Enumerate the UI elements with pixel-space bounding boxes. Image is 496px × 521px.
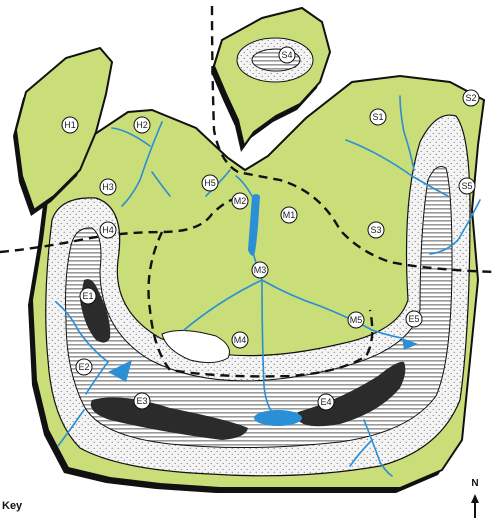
north-label: N [471,478,478,489]
marker-e5: E5 [405,310,423,328]
marker-s5-label: S5 [461,181,472,191]
stream-arrow-e [402,338,418,350]
marker-m2: M2 [231,192,249,210]
marker-s2: S2 [462,89,480,107]
marker-e5-label: E5 [408,314,419,324]
marker-m1-label: M1 [283,210,296,220]
marker-e1-label: E1 [82,291,93,301]
marker-h5: H5 [201,174,219,192]
marker-s2-label: S2 [465,93,476,103]
north-arrow-icon [471,494,479,503]
marker-m5-label: M5 [350,315,363,325]
marker-h1-label: H1 [64,120,76,130]
boundary-lines [0,5,496,378]
north-arrow: N [471,478,479,518]
marker-m1: M1 [280,206,298,224]
marker-h4-label: H4 [102,225,114,235]
deposit-e3 [90,397,248,440]
key-label: Key [2,500,23,512]
marker-h5-label: H5 [204,178,216,188]
marker-s1-label: S1 [372,112,383,122]
marker-e4-label: E4 [320,397,331,407]
marker-e2-label: E2 [78,362,89,372]
marker-e3: E3 [133,392,151,410]
markers: H1 H2 H3 H4 H5 M1 M2 M3 M4 M5 S1 S2 S3 S… [61,46,480,411]
stream-network [55,95,481,477]
central-channel [248,194,260,256]
marker-s4-label: S4 [281,50,292,60]
marker-e2: E2 [75,358,93,376]
marker-s4: S4 [278,46,296,64]
valley-striped-core [65,166,453,449]
marker-s3-label: S3 [370,225,381,235]
pond [254,410,302,426]
marker-e4: E4 [317,393,335,411]
marker-m3: M3 [251,261,269,279]
marker-s1: S1 [369,108,387,126]
marker-e1: E1 [79,287,97,305]
pale-patch [161,330,230,364]
marker-m4-label: M4 [234,335,247,345]
marker-h1: H1 [61,116,79,134]
marker-h2-label: H2 [136,120,148,130]
marker-h4: H4 [99,221,117,239]
marker-m5: M5 [347,311,365,329]
marker-e3-label: E3 [136,396,147,406]
marker-m3-label: M3 [254,265,267,275]
marker-m2-label: M2 [234,196,247,206]
marker-h3-label: H3 [102,182,114,192]
marker-s3: S3 [367,221,385,239]
stream-arrow-w [108,360,132,382]
marker-h2: H2 [133,116,151,134]
marker-h3: H3 [99,178,117,196]
marker-s5: S5 [458,177,476,195]
marker-m4: M4 [231,331,249,349]
